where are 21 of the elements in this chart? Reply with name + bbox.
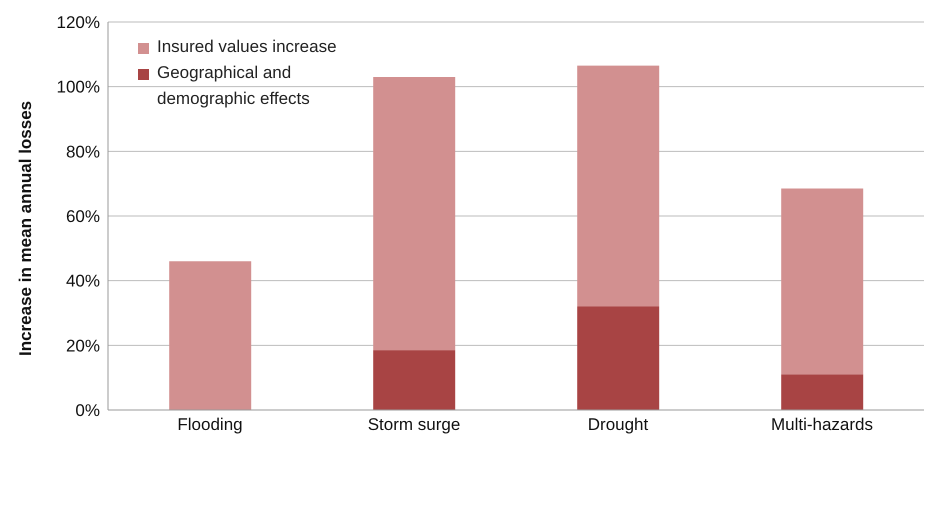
y-tick-label: 120% [56,13,100,32]
bar [169,261,252,410]
bar [577,306,660,410]
legend-label: Geographical and demographic effects [157,62,311,110]
y-tick-label: 60% [66,207,100,226]
x-tick-label: Multi-hazards [770,415,874,434]
y-axis-title: Increase in mean annual losses [16,100,36,356]
bar [781,188,864,374]
y-tick-label: 0% [75,401,100,420]
x-tick-label: Storm surge [368,415,460,434]
y-tick-label: 20% [66,336,100,356]
bar [373,76,456,350]
x-tick-label: Drought [588,415,649,434]
x-tick-label: Flooding [177,415,243,434]
y-tick-label: 80% [66,142,100,162]
bar [373,350,456,410]
bar [577,66,660,307]
y-tick-label: 40% [66,272,100,291]
legend-label: Insured values increase [157,36,337,58]
bar [781,374,864,410]
y-tick-label: 100% [56,78,100,97]
